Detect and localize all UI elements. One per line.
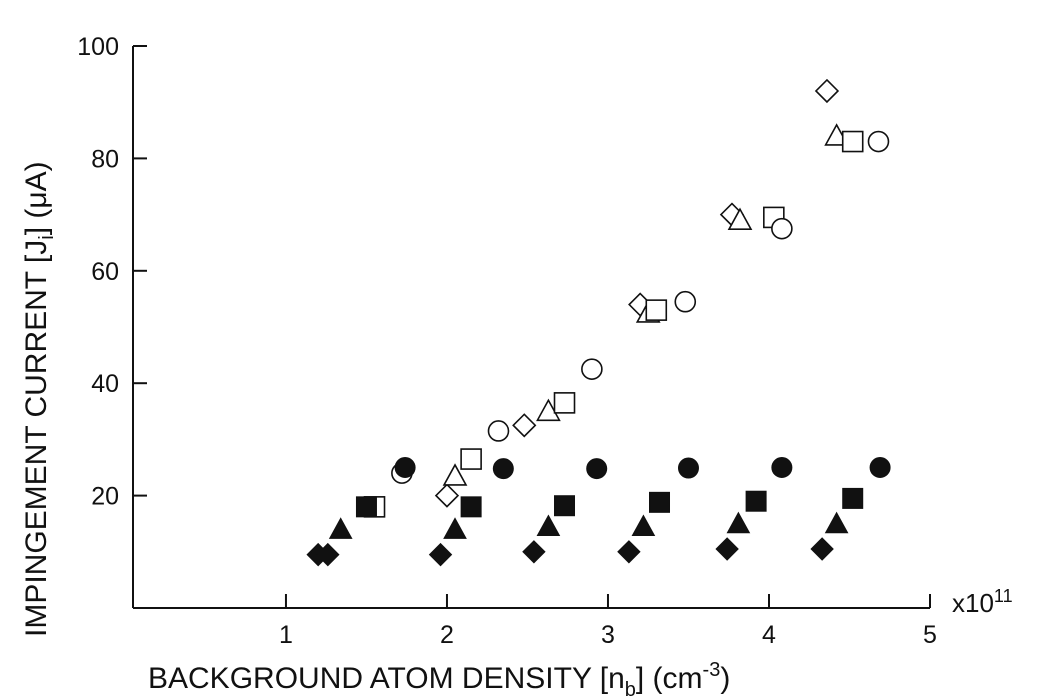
- x-axis-title: BACKGROUND ATOM DENSITY [nb] (cm-3): [148, 659, 730, 698]
- filled-circle-point: [677, 457, 699, 479]
- filled-diamond-point: [810, 537, 834, 561]
- filled-square-point: [460, 496, 482, 518]
- filled-square-point: [842, 487, 864, 509]
- filled-circle-point: [394, 457, 416, 478]
- open-circle-point: [867, 130, 890, 153]
- y-tick-label: 100: [77, 33, 119, 61]
- open-circle-point: [674, 290, 697, 313]
- open-circle-point: [771, 217, 793, 240]
- open-diamond-point: [814, 78, 840, 104]
- filled-triangle-point: [443, 517, 467, 539]
- open-diamond-point: [434, 483, 460, 508]
- filled-triangle-point: [726, 511, 751, 534]
- open-diamond-point: [512, 413, 537, 438]
- filled-circle-point: [492, 458, 514, 480]
- open-square-point: [553, 392, 576, 414]
- open-triangle-point: [442, 463, 468, 486]
- filled-circle-point: [869, 457, 891, 478]
- filled-square-point: [649, 491, 671, 513]
- filled-diamond-point: [522, 540, 546, 564]
- filled-square-point: [745, 490, 767, 512]
- data-points: [306, 78, 891, 567]
- y-tick-label: 20: [91, 483, 119, 511]
- x-tick-label: 3: [601, 621, 615, 649]
- open-square-point: [841, 130, 864, 153]
- filled-circle-point: [586, 458, 608, 480]
- filled-diamond-point: [316, 542, 340, 567]
- open-triangle-point: [727, 207, 753, 231]
- x-tick-label: 5: [923, 621, 937, 649]
- x-tick-label: 2: [440, 621, 454, 649]
- x-tick-label: 4: [762, 621, 776, 649]
- y-tick-label: 60: [91, 258, 119, 286]
- x-multiplier-label: x1011: [952, 586, 1013, 618]
- filled-triangle-point: [631, 514, 656, 537]
- open-circle-point: [581, 358, 603, 380]
- y-axis-title: IMPINGEMENT CURRENT [Ji] (μA): [20, 161, 58, 637]
- filled-square-point: [554, 495, 576, 517]
- axes: [132, 46, 930, 609]
- filled-diamond-point: [428, 542, 453, 567]
- open-square-point: [645, 299, 668, 321]
- filled-triangle-point: [328, 517, 353, 539]
- y-tick-label: 80: [91, 145, 119, 173]
- x-tick-label: 1: [279, 621, 293, 649]
- filled-diamond-point: [617, 540, 641, 564]
- filled-diamond-point: [715, 537, 739, 561]
- open-square-point: [460, 448, 482, 470]
- y-tick-label: 40: [91, 370, 119, 398]
- open-circle-point: [487, 420, 510, 442]
- filled-triangle-point: [536, 514, 561, 537]
- filled-triangle-point: [824, 511, 849, 534]
- ticks: 1 2 3 4 5 20 40 60 80 100: [77, 33, 937, 649]
- filled-circle-point: [771, 457, 793, 478]
- filled-square-point: [355, 496, 377, 518]
